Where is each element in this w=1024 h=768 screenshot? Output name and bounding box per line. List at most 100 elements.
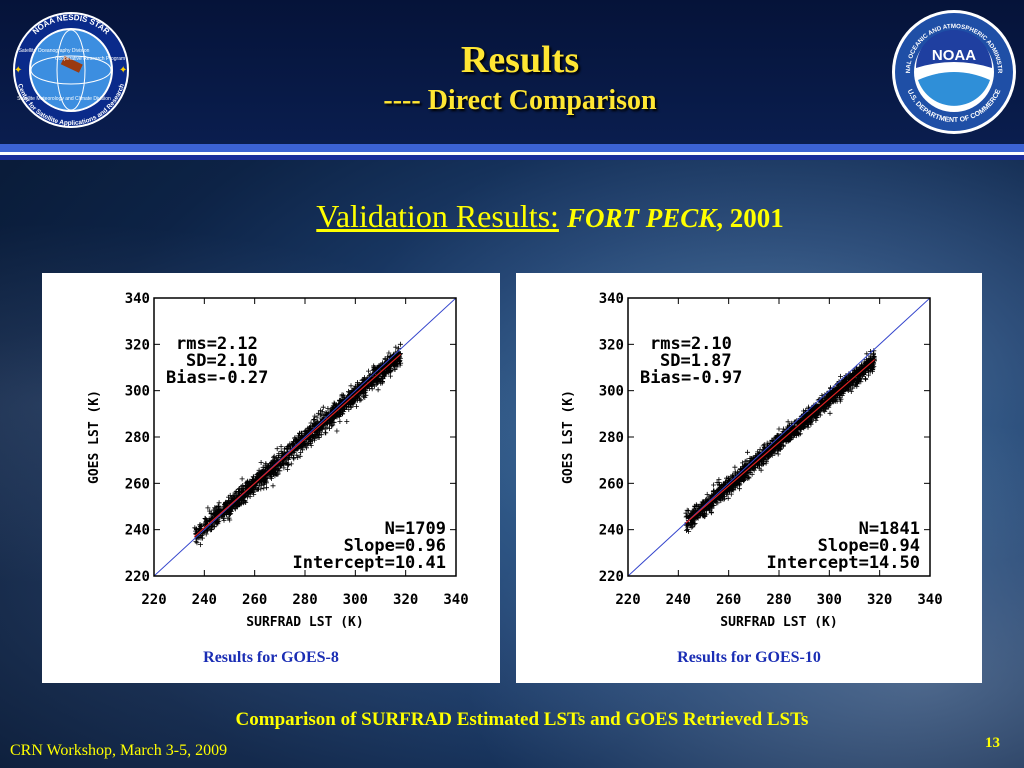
data-point <box>757 446 763 452</box>
data-point <box>349 388 355 393</box>
data-point <box>233 502 239 508</box>
data-point <box>838 373 843 379</box>
data-point <box>214 509 220 515</box>
data-point <box>366 368 371 374</box>
stats-label: Bias=-0.27 <box>166 368 268 388</box>
x-tick-label: 340 <box>917 592 942 608</box>
data-point <box>288 461 294 467</box>
data-point <box>261 485 267 491</box>
chart-caption: Results for GOES-8 <box>203 649 339 666</box>
data-point <box>353 403 359 409</box>
x-tick-label: 280 <box>292 592 317 608</box>
data-point <box>684 507 690 513</box>
svg-text:✦: ✦ <box>14 65 22 76</box>
data-point <box>270 460 276 466</box>
data-point <box>815 409 821 415</box>
one-to-one-line <box>628 298 930 576</box>
data-point <box>771 435 777 441</box>
heading-label: Validation Results: <box>316 198 559 234</box>
data-point <box>348 383 354 389</box>
data-point <box>769 452 775 458</box>
data-point <box>736 486 742 492</box>
data-point <box>324 424 330 430</box>
data-point <box>376 376 382 382</box>
data-point <box>813 418 819 423</box>
data-point <box>312 421 318 427</box>
data-point <box>283 455 289 461</box>
x-tick-label: 240 <box>192 592 217 608</box>
data-point <box>308 420 314 426</box>
data-point <box>306 425 312 430</box>
data-point <box>312 413 318 419</box>
seal-center-text: NOAA <box>932 47 976 64</box>
data-point <box>290 439 296 445</box>
data-point <box>351 399 357 405</box>
data-point <box>386 350 392 356</box>
data-point <box>857 377 863 383</box>
data-point <box>704 491 710 497</box>
y-tick-label: 320 <box>599 337 624 353</box>
header-stripe <box>0 144 1024 152</box>
data-point <box>826 404 832 410</box>
data-point <box>311 417 316 423</box>
y-axis-label: GOES LST (K) <box>87 390 102 484</box>
data-point <box>717 485 723 491</box>
x-tick-label: 340 <box>443 592 468 608</box>
data-point <box>808 420 813 426</box>
data-point <box>380 374 386 380</box>
data-point <box>688 510 694 516</box>
header-stripe-dark <box>0 155 1024 160</box>
x-tick-label: 260 <box>242 592 267 608</box>
data-point <box>868 358 874 363</box>
data-point <box>236 497 242 503</box>
data-point <box>697 511 703 517</box>
regression-line <box>193 353 402 538</box>
data-point <box>281 461 287 467</box>
svg-text:✦: ✦ <box>119 65 127 76</box>
data-point <box>221 511 227 517</box>
chart-panel-goes-8: 220 240 260 280 300 320 340 220 240 260 280 300 320 3… <box>42 273 500 683</box>
data-point <box>800 422 805 428</box>
data-point <box>240 486 246 492</box>
data-point <box>775 443 781 449</box>
data-point <box>284 460 290 466</box>
y-tick-label: 280 <box>125 430 150 446</box>
data-point <box>375 387 381 393</box>
x-tick-label: 240 <box>666 592 691 608</box>
scatter-plot-goes-8: 220 240 260 280 300 320 340 220 240 260 280 300 320 3… <box>87 291 469 630</box>
data-point <box>703 505 709 511</box>
data-point <box>392 367 398 372</box>
data-point <box>212 505 218 511</box>
data-point <box>308 443 314 449</box>
data-point <box>330 422 336 428</box>
data-point <box>358 397 364 403</box>
data-point <box>731 487 737 493</box>
data-point <box>759 457 765 463</box>
data-point <box>215 521 221 527</box>
data-point <box>745 449 750 455</box>
data-point <box>320 404 326 410</box>
data-point <box>283 460 289 466</box>
data-point <box>717 482 723 488</box>
data-point <box>833 387 839 393</box>
x-axis-label: SURFRAD LST (K) <box>720 615 837 630</box>
data-point <box>321 413 327 418</box>
data-point <box>305 441 310 447</box>
data-point <box>772 447 778 452</box>
data-point <box>362 395 368 400</box>
data-point <box>205 505 211 511</box>
data-point <box>217 506 223 512</box>
data-point <box>264 485 269 491</box>
data-point <box>804 419 810 425</box>
data-point <box>247 482 253 488</box>
data-point <box>240 485 246 491</box>
data-point <box>801 408 806 414</box>
noaa-seal-icon: NOAA NATIONAL OCEANIC AND ATMOSPHERIC AD… <box>890 8 1016 134</box>
data-point <box>360 377 366 383</box>
data-point <box>375 380 381 386</box>
data-point <box>713 500 719 506</box>
data-point <box>228 511 234 516</box>
data-point <box>780 426 786 432</box>
data-point <box>365 377 371 383</box>
slide-subtitle: ---- Direct Comparison <box>383 85 657 116</box>
